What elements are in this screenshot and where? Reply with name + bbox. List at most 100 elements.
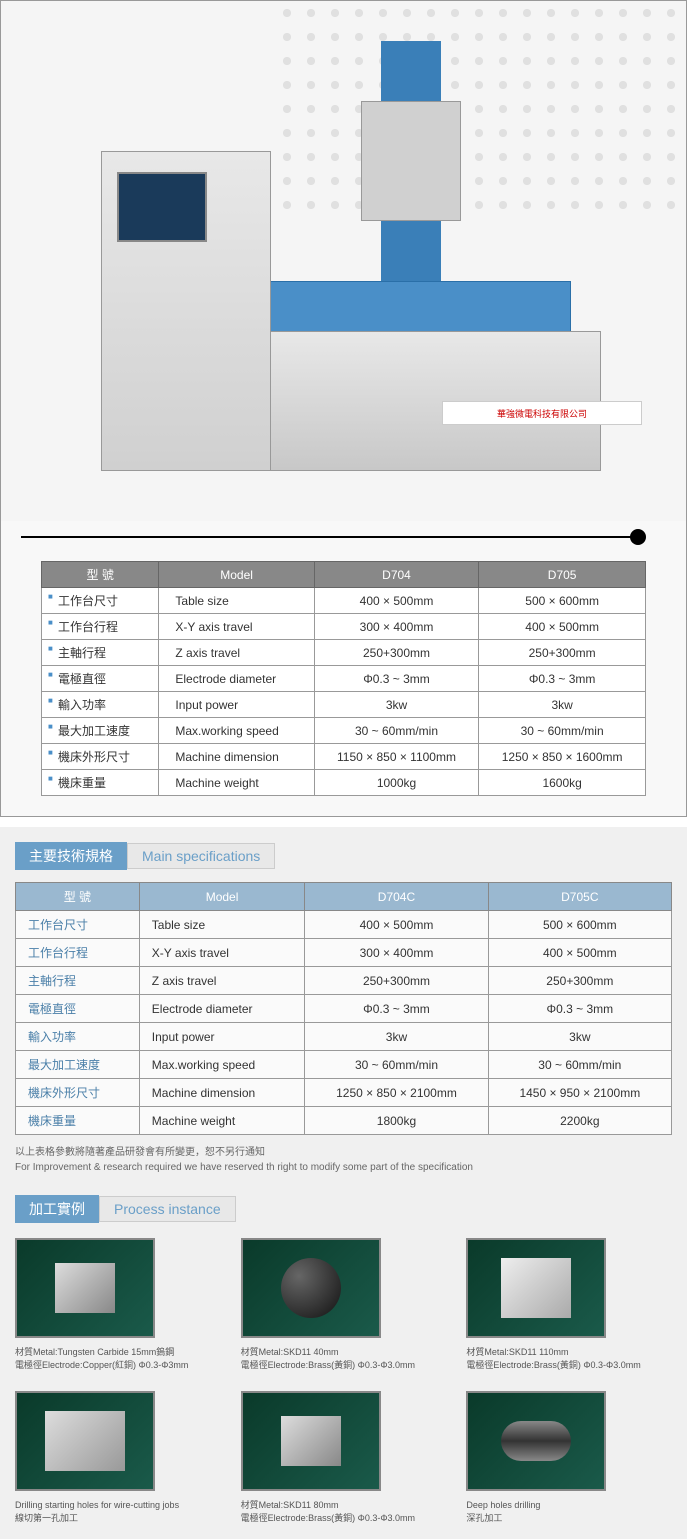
- table-cell: Max.working speed: [159, 718, 314, 744]
- table-cell: 250+300mm: [479, 640, 646, 666]
- table-cell: 輸入功率: [16, 1023, 140, 1051]
- process-image: [241, 1391, 381, 1491]
- header-cn: 主要技術規格: [15, 842, 127, 870]
- process-description: 材質Metal:SKD11 110mm電極徑Electrode:Brass(黃銅…: [466, 1346, 672, 1371]
- process-description: 材質Metal:Tungsten Carbide 15mm鎢鋼電極徑Electr…: [15, 1346, 221, 1371]
- table-cell: 1250 × 850 × 2100mm: [305, 1079, 488, 1107]
- table-row: 輸入功率Input power3kw3kw: [42, 692, 646, 718]
- table-cell: 工作台行程: [42, 614, 159, 640]
- table-row: 工作台行程X-Y axis travel300 × 400mm400 × 500…: [42, 614, 646, 640]
- table-cell: 400 × 500mm: [305, 911, 488, 939]
- table-row: 工作台尺寸Table size400 × 500mm500 × 600mm: [16, 911, 672, 939]
- table-cell: 500 × 600mm: [488, 911, 671, 939]
- divider: [21, 521, 666, 551]
- table-cell: 500 × 600mm: [479, 588, 646, 614]
- table-cell: Machine weight: [159, 770, 314, 796]
- table-header: Model: [159, 562, 314, 588]
- table-cell: 300 × 400mm: [305, 939, 488, 967]
- table-cell: Φ0.3 ~ 3mm: [305, 995, 488, 1023]
- table-cell: Machine dimension: [139, 1079, 305, 1107]
- process-grid: 材質Metal:Tungsten Carbide 15mm鎢鋼電極徑Electr…: [15, 1238, 672, 1524]
- section-2: 主要技術規格 Main specifications 型 號ModelD704C…: [0, 827, 687, 1539]
- spec-note: 以上表格參數將隨著產品研發會有所變更，恕不另行通知 For Improvemen…: [15, 1145, 672, 1175]
- table-cell: Table size: [159, 588, 314, 614]
- table-cell: Max.working speed: [139, 1051, 305, 1079]
- table-cell: Φ0.3 ~ 3mm: [488, 995, 671, 1023]
- table-cell: 主軸行程: [42, 640, 159, 666]
- table-row: 最大加工速度Max.working speed30 ~ 60mm/min30 ~…: [42, 718, 646, 744]
- main-spec-header: 主要技術規格 Main specifications: [15, 842, 672, 870]
- table-cell: 400 × 500mm: [479, 614, 646, 640]
- process-description: Drilling starting holes for wire-cutting…: [15, 1499, 221, 1524]
- table-cell: 1250 × 850 × 1600mm: [479, 744, 646, 770]
- table-cell: Input power: [159, 692, 314, 718]
- process-image: [15, 1391, 155, 1491]
- table-cell: 3kw: [488, 1023, 671, 1051]
- process-item: 材質Metal:SKD11 110mm電極徑Electrode:Brass(黃銅…: [466, 1238, 672, 1371]
- table-cell: Input power: [139, 1023, 305, 1051]
- table-header: D705C: [488, 883, 671, 911]
- table-cell: Machine weight: [139, 1107, 305, 1135]
- table-row: 機床外形尺寸Machine dimension1250 × 850 × 2100…: [16, 1079, 672, 1107]
- table-cell: 主軸行程: [16, 967, 140, 995]
- table-cell: 工作台行程: [16, 939, 140, 967]
- table-cell: 30 ~ 60mm/min: [305, 1051, 488, 1079]
- table-header: D705: [479, 562, 646, 588]
- process-header: 加工實例 Process instance: [15, 1195, 672, 1223]
- table-cell: X-Y axis travel: [139, 939, 305, 967]
- table-header: D704C: [305, 883, 488, 911]
- machine-illustration: 華強微電科技有限公司: [61, 41, 621, 471]
- table-row: 工作台行程X-Y axis travel300 × 400mm400 × 500…: [16, 939, 672, 967]
- table-cell: 機床重量: [16, 1107, 140, 1135]
- table-row: 主軸行程Z axis travel250+300mm250+300mm: [42, 640, 646, 666]
- table-cell: Electrode diameter: [159, 666, 314, 692]
- process-item: 材質Metal:SKD11 40mm電極徑Electrode:Brass(黃銅)…: [241, 1238, 447, 1371]
- process-item: Deep holes drilling深孔加工: [466, 1391, 672, 1524]
- table-cell: 30 ~ 60mm/min: [314, 718, 479, 744]
- process-image: [466, 1238, 606, 1338]
- table-cell: 30 ~ 60mm/min: [479, 718, 646, 744]
- table-cell: 機床外形尺寸: [16, 1079, 140, 1107]
- process-item: 材質Metal:Tungsten Carbide 15mm鎢鋼電極徑Electr…: [15, 1238, 221, 1371]
- table-cell: X-Y axis travel: [159, 614, 314, 640]
- table-cell: 3kw: [314, 692, 479, 718]
- table-cell: 電極直徑: [42, 666, 159, 692]
- table-cell: 機床外形尺寸: [42, 744, 159, 770]
- table-cell: 最大加工速度: [16, 1051, 140, 1079]
- process-header-cn: 加工實例: [15, 1195, 99, 1223]
- table-header: 型 號: [42, 562, 159, 588]
- process-description: 材質Metal:SKD11 40mm電極徑Electrode:Brass(黃銅)…: [241, 1346, 447, 1371]
- table-cell: Z axis travel: [159, 640, 314, 666]
- note-en: For Improvement & research required we h…: [15, 1160, 672, 1175]
- process-item: 材質Metal:SKD11 80mm電極徑Electrode:Brass(黃銅)…: [241, 1391, 447, 1524]
- table-header: Model: [139, 883, 305, 911]
- table-cell: 輸入功率: [42, 692, 159, 718]
- table-row: 主軸行程Z axis travel250+300mm250+300mm: [16, 967, 672, 995]
- machine-image-area: 華強微電科技有限公司: [1, 1, 686, 521]
- process-item: Drilling starting holes for wire-cutting…: [15, 1391, 221, 1524]
- table-cell: 300 × 400mm: [314, 614, 479, 640]
- table-cell: Electrode diameter: [139, 995, 305, 1023]
- spec-table-1: 型 號ModelD704D705 工作台尺寸Table size400 × 50…: [41, 561, 646, 796]
- table-row: 輸入功率Input power3kw3kw: [16, 1023, 672, 1051]
- process-description: Deep holes drilling深孔加工: [466, 1499, 672, 1524]
- table-cell: Φ0.3 ~ 3mm: [479, 666, 646, 692]
- table-cell: 3kw: [305, 1023, 488, 1051]
- spec-table-2: 型 號ModelD704CD705C 工作台尺寸Table size400 × …: [15, 882, 672, 1135]
- table-cell: 1150 × 850 × 1100mm: [314, 744, 479, 770]
- table-row: 最大加工速度Max.working speed30 ~ 60mm/min30 ~…: [16, 1051, 672, 1079]
- table-cell: 機床重量: [42, 770, 159, 796]
- table-cell: 2200kg: [488, 1107, 671, 1135]
- table-row: 機床外形尺寸Machine dimension1150 × 850 × 1100…: [42, 744, 646, 770]
- process-header-en: Process instance: [99, 1196, 236, 1222]
- table-cell: 最大加工速度: [42, 718, 159, 744]
- table-cell: 400 × 500mm: [488, 939, 671, 967]
- table-cell: 工作台尺寸: [42, 588, 159, 614]
- table-header: 型 號: [16, 883, 140, 911]
- process-image: [466, 1391, 606, 1491]
- table-cell: Table size: [139, 911, 305, 939]
- table-cell: 3kw: [479, 692, 646, 718]
- machine-brand-label: 華強微電科技有限公司: [442, 401, 642, 425]
- table-cell: Z axis travel: [139, 967, 305, 995]
- table-row: 機床重量Machine weight1000kg1600kg: [42, 770, 646, 796]
